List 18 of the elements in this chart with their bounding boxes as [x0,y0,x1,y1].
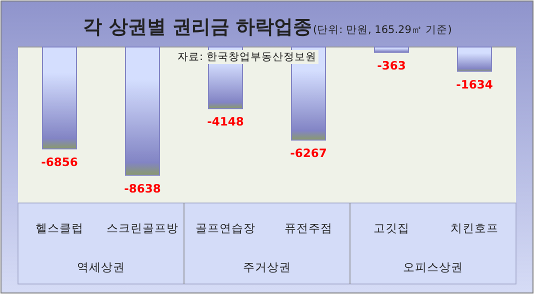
x-tick-label: 스크린골프방 [106,221,178,235]
x-tick-label: 치킨호프 [450,221,498,235]
text: 역세상권 [77,260,125,274]
x-tick-label: 퓨전주점 [284,221,332,235]
chart-subtitle: (단위: 만원, 165.29㎡ 기준) [313,24,452,36]
data-label: -6267 [290,146,327,160]
x-tick-label: 고깃집 [374,221,410,235]
x-tick-label: 골프연습장 [196,221,256,235]
annotation: 자료: 한국창업부동산정보원 [178,51,316,63]
chart-title: 각 상권별 권리금 하락업종 [83,16,312,38]
text: 주거상권 [243,260,291,274]
x-tick-label: 헬스클럽 [36,221,84,235]
text: 오피스상권 [403,260,463,274]
data-label: -6856 [41,154,78,169]
data-label: -363 [377,58,406,72]
data-label: -1634 [456,77,493,92]
data-label: -8638 [124,181,161,196]
data-label: -4148 [207,114,244,129]
